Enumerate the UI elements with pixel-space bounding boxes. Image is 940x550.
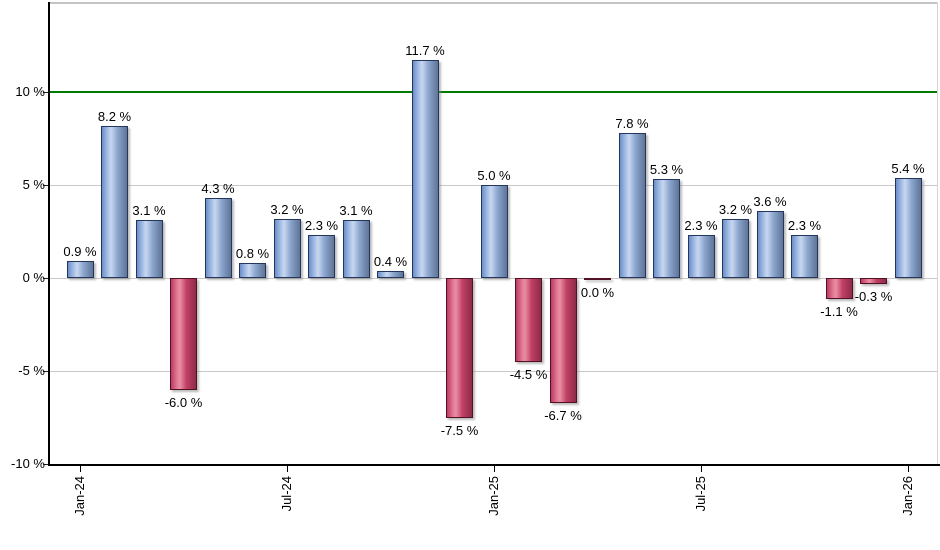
bar-aug-25 bbox=[722, 218, 749, 278]
bar-jul-24 bbox=[273, 218, 301, 278]
bar-value-label: 3.2 % bbox=[270, 201, 304, 217]
bar-value-label: 3.2 % bbox=[718, 201, 753, 217]
y-tick-mark bbox=[43, 371, 48, 372]
bar-value-label: 5.3 % bbox=[649, 162, 684, 178]
y-tick-mark bbox=[43, 464, 48, 465]
gridline-0pct bbox=[50, 278, 937, 279]
bar-value-label: 3.1 % bbox=[339, 203, 373, 219]
y-axis-label: 5 % bbox=[22, 177, 45, 192]
bar-oct-24 bbox=[377, 270, 404, 278]
bar-value-label: -6.0 % bbox=[164, 394, 203, 410]
y-axis-label: 0 % bbox=[22, 270, 45, 285]
plot-top-border bbox=[49, 2, 937, 4]
x-tick-mark bbox=[908, 464, 909, 472]
bar-value-label: 2.3 % bbox=[787, 218, 822, 234]
bar-dec-25 bbox=[860, 278, 887, 284]
bar-jan-26 bbox=[894, 177, 922, 278]
bar-value-label: 8.2 % bbox=[97, 108, 132, 124]
y-axis-label: 10 % bbox=[15, 84, 45, 99]
x-axis-label-jan-24: Jan-24 bbox=[72, 476, 87, 516]
bar-value-label: 2.3 % bbox=[304, 218, 339, 234]
bar-value-label: -7.5 % bbox=[440, 422, 479, 438]
bar-value-label: 0.4 % bbox=[373, 253, 408, 269]
y-tick-mark bbox=[43, 185, 48, 186]
gridline--5pct bbox=[50, 371, 937, 372]
x-tick-mark bbox=[287, 464, 288, 472]
bar-value-label: 3.6 % bbox=[753, 194, 787, 209]
x-axis-label-jan-26: Jan-26 bbox=[900, 476, 915, 516]
bar-value-label: 7.8 % bbox=[615, 115, 649, 131]
bar-value-label: 2.3 % bbox=[684, 218, 718, 234]
bar-nov-24 bbox=[411, 60, 439, 278]
reference-line-10pct bbox=[50, 91, 937, 93]
y-tick-mark bbox=[43, 278, 48, 279]
bar-value-label: -1.1 % bbox=[820, 303, 858, 319]
bar-jul-25 bbox=[687, 235, 715, 278]
bar-may-24 bbox=[204, 198, 232, 278]
bar-value-label: 3.1 % bbox=[132, 203, 166, 219]
bar-jan-25 bbox=[480, 185, 508, 278]
bar-value-label: -6.7 % bbox=[544, 407, 582, 423]
x-tick-mark bbox=[494, 464, 495, 472]
bar-jun-24 bbox=[239, 263, 266, 278]
bar-value-label: 5.0 % bbox=[477, 168, 511, 183]
bar-mar-24 bbox=[135, 220, 163, 278]
bar-sep-24 bbox=[342, 220, 370, 278]
x-axis-label-jan-25: Jan-25 bbox=[486, 476, 501, 516]
x-tick-mark bbox=[701, 464, 702, 472]
bar-value-label: 4.3 % bbox=[201, 181, 235, 196]
bar-jan-24 bbox=[66, 261, 94, 278]
bar-nov-25 bbox=[825, 278, 853, 299]
y-axis-label: -10 % bbox=[11, 456, 45, 471]
bar-value-label: -4.5 % bbox=[509, 366, 548, 382]
bar-apr-25 bbox=[584, 278, 611, 280]
bar-value-label: 0.0 % bbox=[580, 284, 615, 300]
bar-value-label: 11.7 % bbox=[405, 43, 445, 59]
bar-feb-25 bbox=[515, 278, 542, 362]
bar-mar-25 bbox=[549, 278, 577, 403]
bar-value-label: 0.9 % bbox=[63, 244, 97, 260]
y-axis-line bbox=[48, 2, 50, 466]
bar-oct-25 bbox=[791, 235, 818, 278]
x-axis-label-jul-25: Jul-25 bbox=[693, 476, 708, 512]
bar-value-label: 0.8 % bbox=[235, 246, 270, 262]
bar-jun-25 bbox=[653, 179, 680, 278]
bar-dec-24 bbox=[446, 278, 473, 418]
bar-may-25 bbox=[618, 132, 646, 278]
y-tick-mark bbox=[43, 92, 48, 93]
y-axis-label: -5 % bbox=[18, 363, 45, 378]
x-tick-mark bbox=[80, 464, 81, 472]
bar-value-label: 5.4 % bbox=[891, 160, 925, 176]
x-axis-label-jul-24: Jul-24 bbox=[279, 476, 294, 512]
bar-value-label: -0.3 % bbox=[854, 288, 893, 304]
bar-sep-25 bbox=[756, 211, 784, 278]
bar-apr-24 bbox=[170, 278, 197, 390]
bar-feb-24 bbox=[101, 125, 128, 278]
bar-aug-24 bbox=[308, 235, 335, 278]
plot-right-border bbox=[937, 2, 938, 466]
